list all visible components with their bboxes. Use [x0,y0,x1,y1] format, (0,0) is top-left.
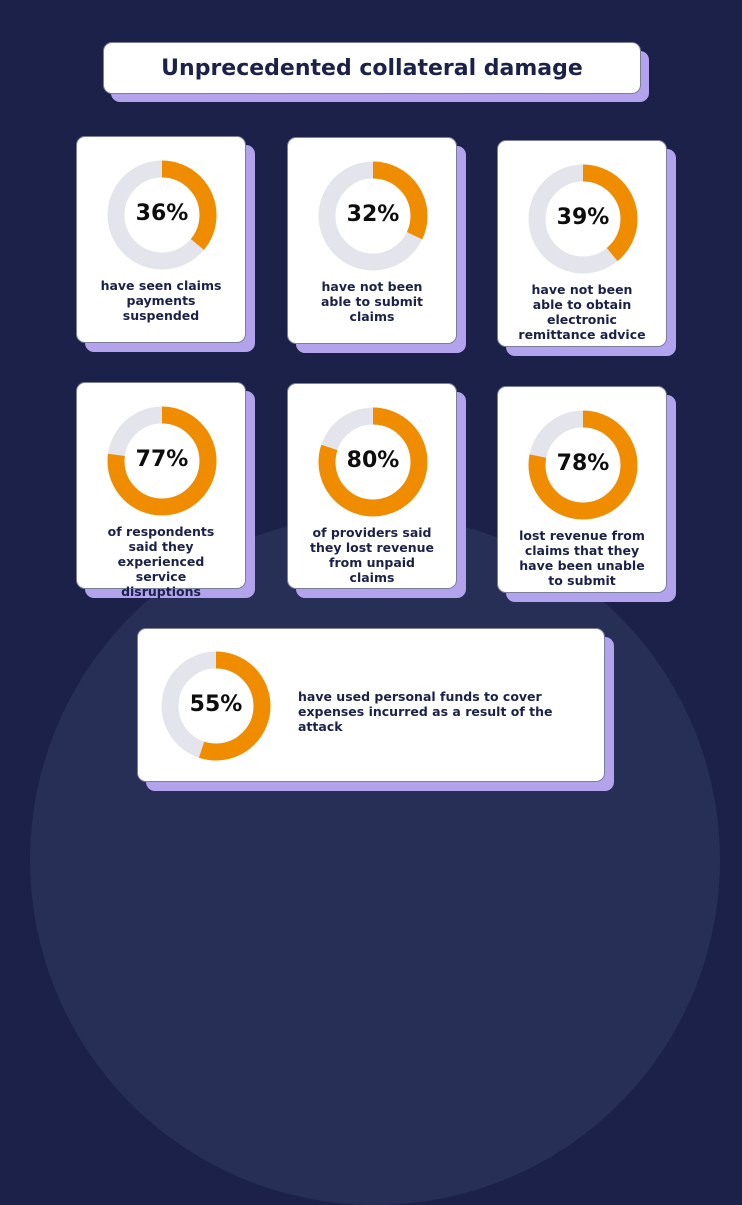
donut-value-arc [161,651,271,761]
caption: have not been able to obtain electronic … [518,282,646,342]
donut-chart [318,161,428,271]
stat-card: 36% have seen claims payments suspended [76,136,246,343]
donut-chart [107,406,217,516]
page-title: Unprecedented collateral damage [103,42,641,94]
donut-chart [528,410,638,520]
caption: of respondents said they experienced ser… [107,524,215,599]
donut-value-arc [107,160,217,270]
caption: have used personal funds to cover expens… [298,689,553,734]
stat-card: 77% of respondents said they experienced … [76,382,246,599]
donut-chart [318,407,428,517]
donut-value-arc [528,164,638,274]
stat-card: 55% have used personal funds to cover exp… [137,628,605,782]
caption: have seen claims payments suspended [100,278,222,323]
stat-card: 32% have not been able to submit claims [287,137,457,344]
caption: lost revenue from claims that they have … [519,528,645,588]
donut-value-arc [107,406,217,516]
percentage-label: 77% [135,447,189,472]
donut-chart [161,651,271,761]
donut-chart [528,164,638,274]
percentage-label: 39% [556,205,610,230]
donut-chart [107,160,217,270]
caption: have not been able to submit claims [321,279,423,324]
donut-value-arc [318,161,428,271]
donut-value-arc [528,410,638,520]
percentage-label: 78% [556,451,610,476]
percentage-label: 32% [346,202,400,227]
stat-card: 78% lost revenue from claims that they ha… [497,386,667,593]
percentage-label: 55% [189,692,243,717]
caption: of providers said they lost revenue from… [309,525,435,585]
donut-value-arc [318,407,428,517]
percentage-label: 80% [346,448,400,473]
percentage-label: 36% [135,201,189,226]
background-circle [30,515,720,1205]
stat-card: 39% have not been able to obtain electron… [497,140,667,347]
stat-card: 80% of providers said they lost revenue f… [287,383,457,589]
